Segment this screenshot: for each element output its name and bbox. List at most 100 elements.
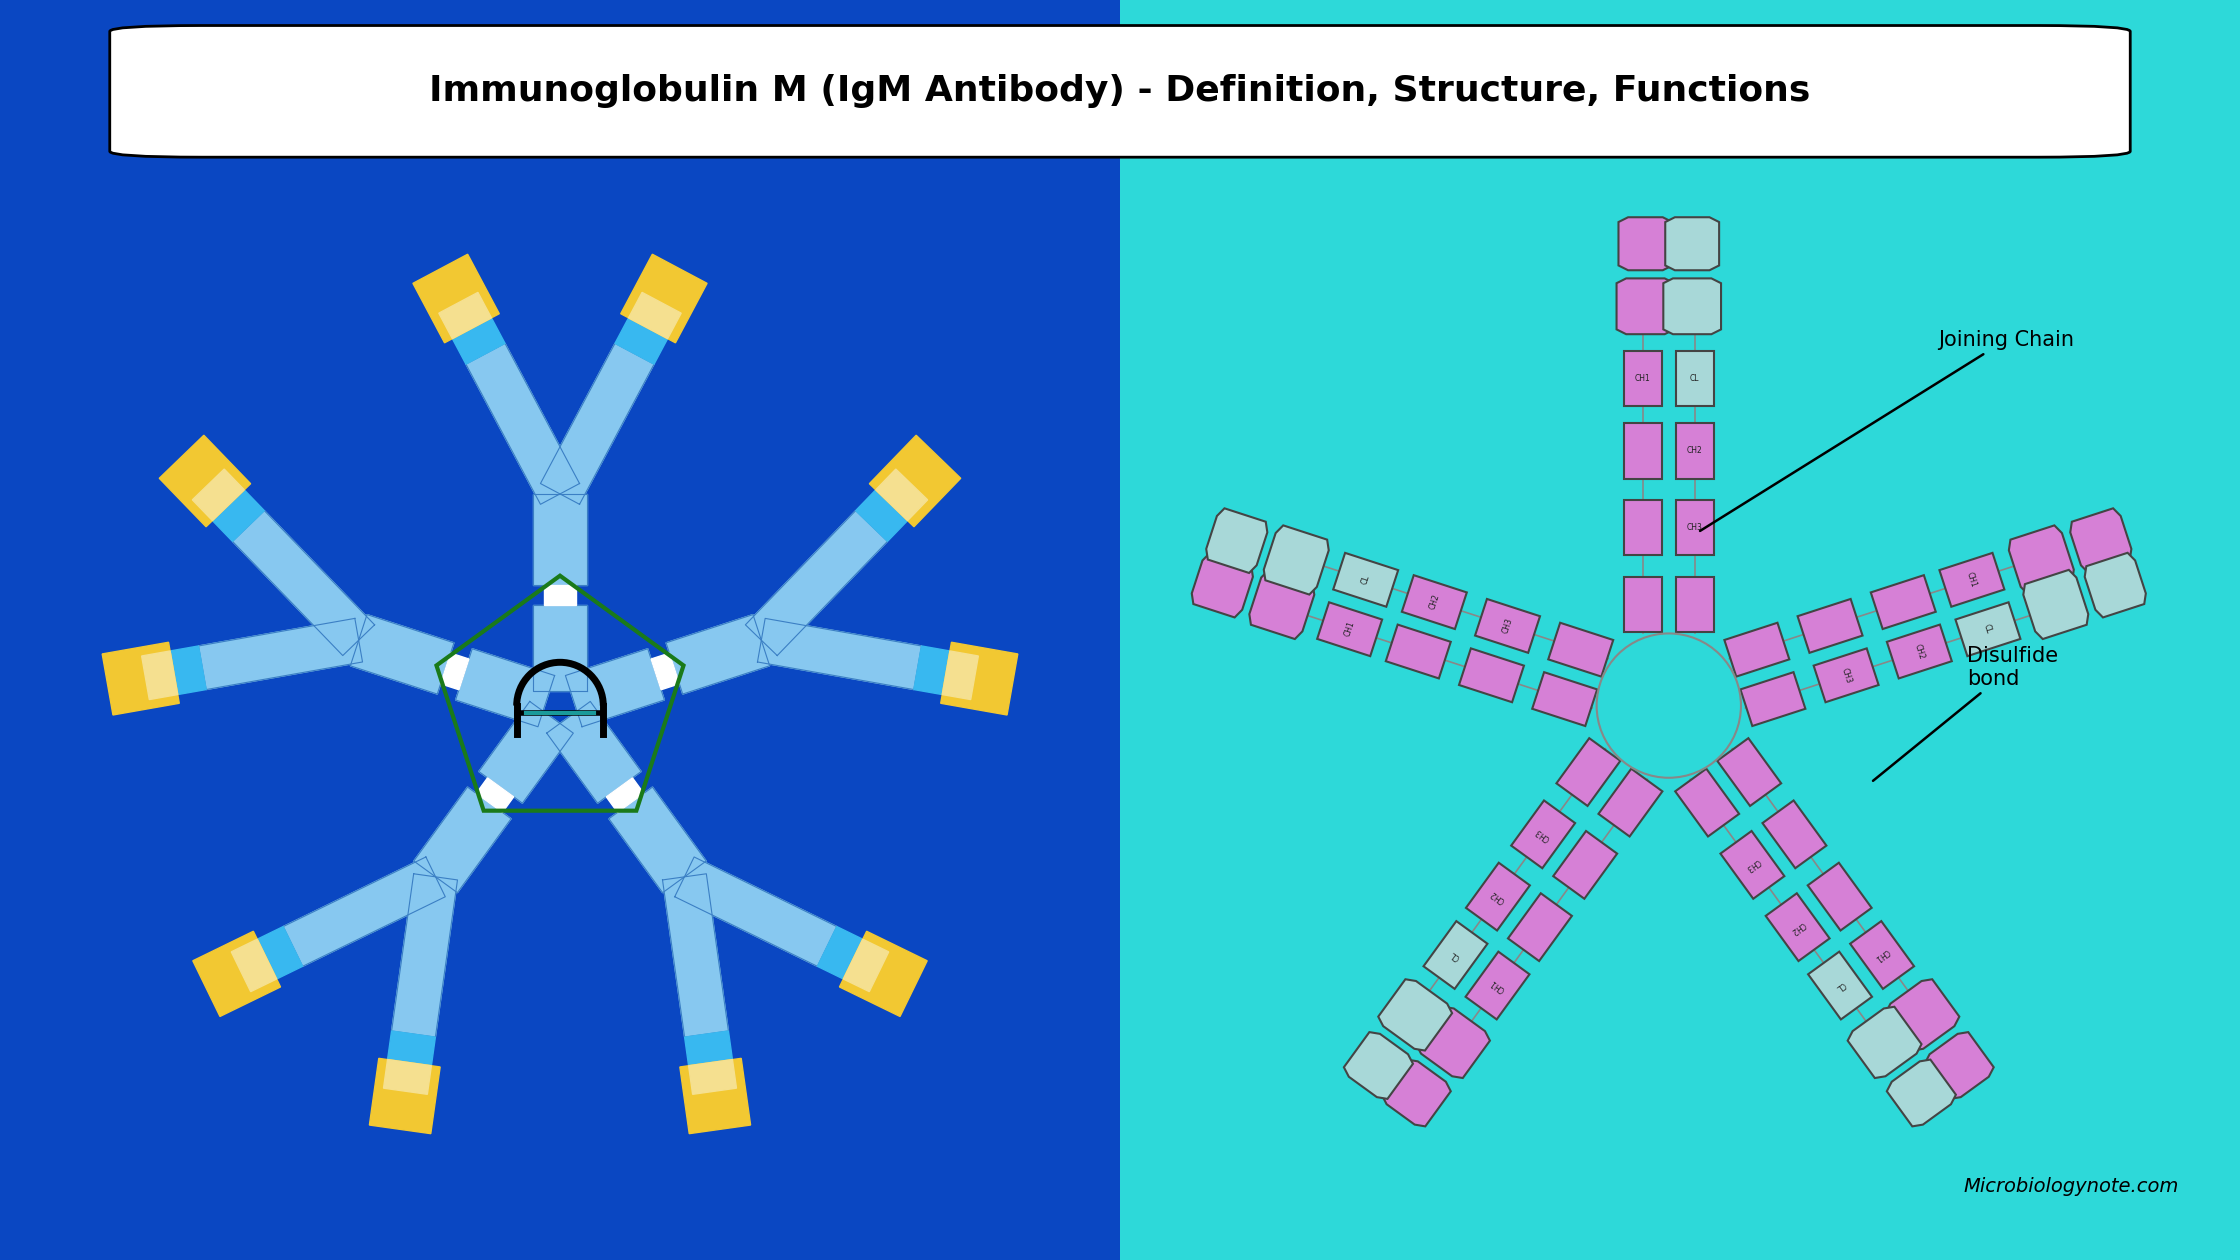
Polygon shape: [620, 255, 708, 343]
Polygon shape: [1956, 602, 2020, 656]
Polygon shape: [141, 651, 177, 699]
Polygon shape: [1624, 500, 1662, 556]
Polygon shape: [1425, 921, 1487, 989]
Text: CH3: CH3: [1534, 827, 1552, 843]
Text: CL: CL: [1449, 949, 1463, 961]
Polygon shape: [1250, 570, 1315, 639]
Polygon shape: [1508, 893, 1572, 961]
Bar: [1120, 0, 2240, 1260]
Polygon shape: [688, 1060, 737, 1095]
Polygon shape: [282, 857, 446, 966]
Polygon shape: [1548, 622, 1613, 677]
Polygon shape: [547, 702, 641, 803]
Text: CH3: CH3: [1687, 523, 1702, 532]
Polygon shape: [1465, 951, 1530, 1019]
Polygon shape: [1808, 863, 1873, 930]
Polygon shape: [1192, 553, 1252, 617]
Polygon shape: [1886, 1060, 1956, 1126]
Polygon shape: [1664, 217, 1718, 270]
Polygon shape: [1676, 769, 1738, 837]
Polygon shape: [1676, 350, 1714, 407]
Polygon shape: [441, 653, 468, 689]
Polygon shape: [840, 931, 927, 1017]
Polygon shape: [1512, 800, 1575, 868]
Text: CH1: CH1: [1344, 620, 1357, 638]
Polygon shape: [616, 310, 672, 364]
Polygon shape: [1317, 602, 1382, 656]
Polygon shape: [1476, 598, 1541, 653]
Polygon shape: [1205, 508, 1268, 573]
Text: CH1: CH1: [1635, 374, 1651, 383]
Polygon shape: [161, 646, 206, 697]
Polygon shape: [1924, 1032, 1994, 1099]
Text: Microbiologynote.com: Microbiologynote.com: [1964, 1177, 2180, 1196]
Polygon shape: [349, 615, 455, 694]
Polygon shape: [392, 873, 457, 1037]
Polygon shape: [681, 1058, 750, 1134]
Polygon shape: [856, 483, 914, 542]
Polygon shape: [544, 586, 576, 605]
Text: Disulfide
bond: Disulfide bond: [1873, 645, 2059, 781]
Polygon shape: [1599, 769, 1662, 837]
Polygon shape: [206, 483, 264, 542]
Polygon shape: [1532, 672, 1597, 726]
Polygon shape: [1720, 832, 1785, 898]
Polygon shape: [370, 1058, 439, 1134]
Polygon shape: [1740, 672, 1805, 726]
Polygon shape: [1814, 649, 1879, 702]
Text: CH2: CH2: [1687, 446, 1702, 455]
Polygon shape: [439, 292, 491, 339]
Polygon shape: [193, 469, 244, 520]
Polygon shape: [609, 788, 706, 892]
Text: Joining Chain: Joining Chain: [1700, 330, 2074, 530]
Polygon shape: [914, 646, 959, 697]
Polygon shape: [607, 777, 643, 813]
Polygon shape: [466, 344, 580, 504]
Polygon shape: [1402, 575, 1467, 629]
Polygon shape: [685, 1031, 735, 1075]
Text: CH2: CH2: [1427, 593, 1440, 611]
Text: CH1: CH1: [1964, 571, 1978, 588]
FancyBboxPatch shape: [110, 25, 2130, 157]
Polygon shape: [1870, 575, 1935, 629]
Polygon shape: [1378, 979, 1452, 1051]
Polygon shape: [1763, 800, 1826, 868]
Text: CL: CL: [1835, 979, 1846, 992]
Polygon shape: [1624, 422, 1662, 479]
Polygon shape: [249, 926, 302, 983]
Text: CH1: CH1: [1873, 946, 1891, 963]
Polygon shape: [1552, 832, 1617, 898]
Polygon shape: [1808, 951, 1873, 1019]
Polygon shape: [412, 255, 500, 343]
Polygon shape: [414, 788, 511, 892]
Polygon shape: [818, 926, 871, 983]
Polygon shape: [199, 619, 363, 689]
Polygon shape: [455, 649, 556, 727]
Polygon shape: [1458, 649, 1523, 702]
Text: CH3: CH3: [1839, 667, 1852, 684]
Polygon shape: [876, 469, 927, 520]
Polygon shape: [674, 857, 838, 966]
Text: CL: CL: [1360, 573, 1371, 586]
Polygon shape: [943, 651, 979, 699]
Polygon shape: [564, 649, 665, 727]
Polygon shape: [869, 435, 961, 527]
Polygon shape: [1725, 622, 1790, 677]
Polygon shape: [1886, 979, 1960, 1051]
Polygon shape: [1624, 577, 1662, 633]
Polygon shape: [1765, 893, 1830, 961]
Polygon shape: [941, 643, 1017, 714]
Polygon shape: [1344, 1032, 1413, 1099]
Polygon shape: [448, 310, 504, 364]
Polygon shape: [477, 777, 513, 813]
Polygon shape: [1940, 553, 2005, 607]
Polygon shape: [1676, 422, 1714, 479]
Text: CH1: CH1: [1490, 978, 1508, 994]
Polygon shape: [479, 702, 573, 803]
Polygon shape: [2070, 508, 2132, 573]
Polygon shape: [629, 292, 681, 339]
Polygon shape: [159, 435, 251, 527]
Polygon shape: [1263, 525, 1328, 595]
Polygon shape: [746, 510, 887, 655]
Text: CH3: CH3: [1743, 857, 1761, 873]
